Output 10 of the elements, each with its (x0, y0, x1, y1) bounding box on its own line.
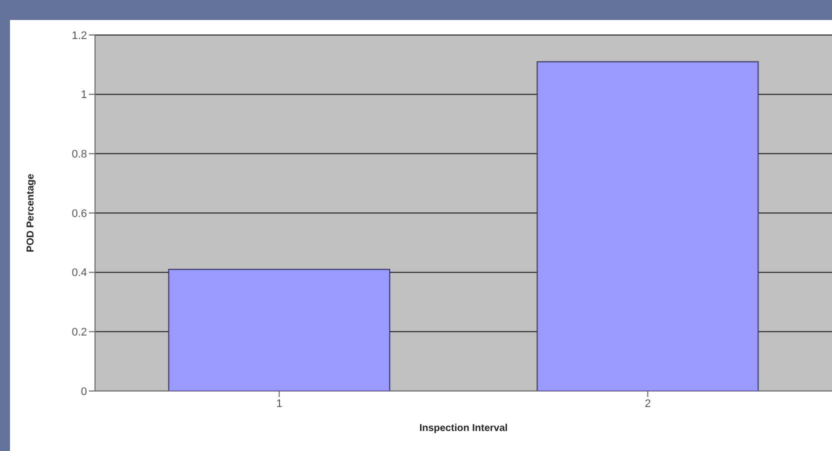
y-tick-label: 1.2 (72, 30, 87, 42)
y-tick-label: 1 (80, 89, 87, 102)
x-tick-label: 2 (644, 398, 651, 410)
y-tick-label: 0.2 (72, 326, 87, 339)
y-tick-label: 0.8 (72, 148, 87, 161)
x-axis-title: Inspection Interval (419, 423, 508, 434)
y-tick-label: 0 (80, 386, 87, 398)
y-tick-label: 0.4 (72, 267, 87, 280)
y-tick-label: 0.6 (72, 208, 87, 220)
y-axis-title: POD Percentage (26, 173, 37, 252)
